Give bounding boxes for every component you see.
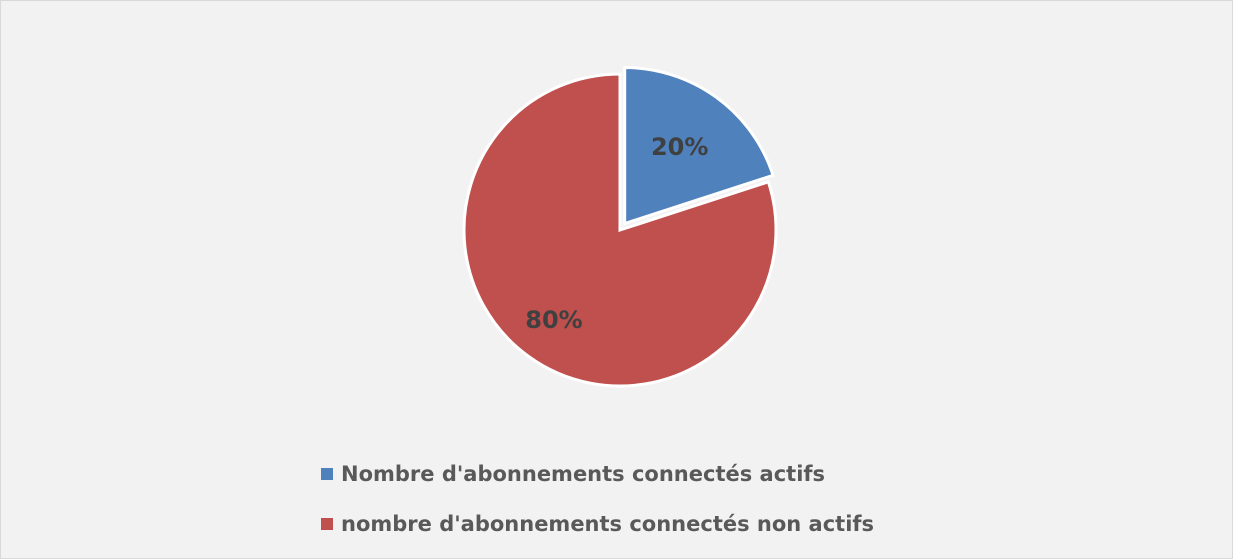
legend-label: Nombre d'abonnements connectés actifs	[341, 462, 825, 486]
legend-swatch	[321, 518, 333, 530]
data-label: 80%	[525, 306, 582, 334]
data-label: 20%	[651, 133, 708, 161]
pie-slice	[623, 66, 775, 226]
legend-swatch	[321, 468, 333, 480]
pie-slice	[462, 72, 778, 388]
legend-label: nombre d'abonnements connectés non actif…	[341, 512, 874, 536]
